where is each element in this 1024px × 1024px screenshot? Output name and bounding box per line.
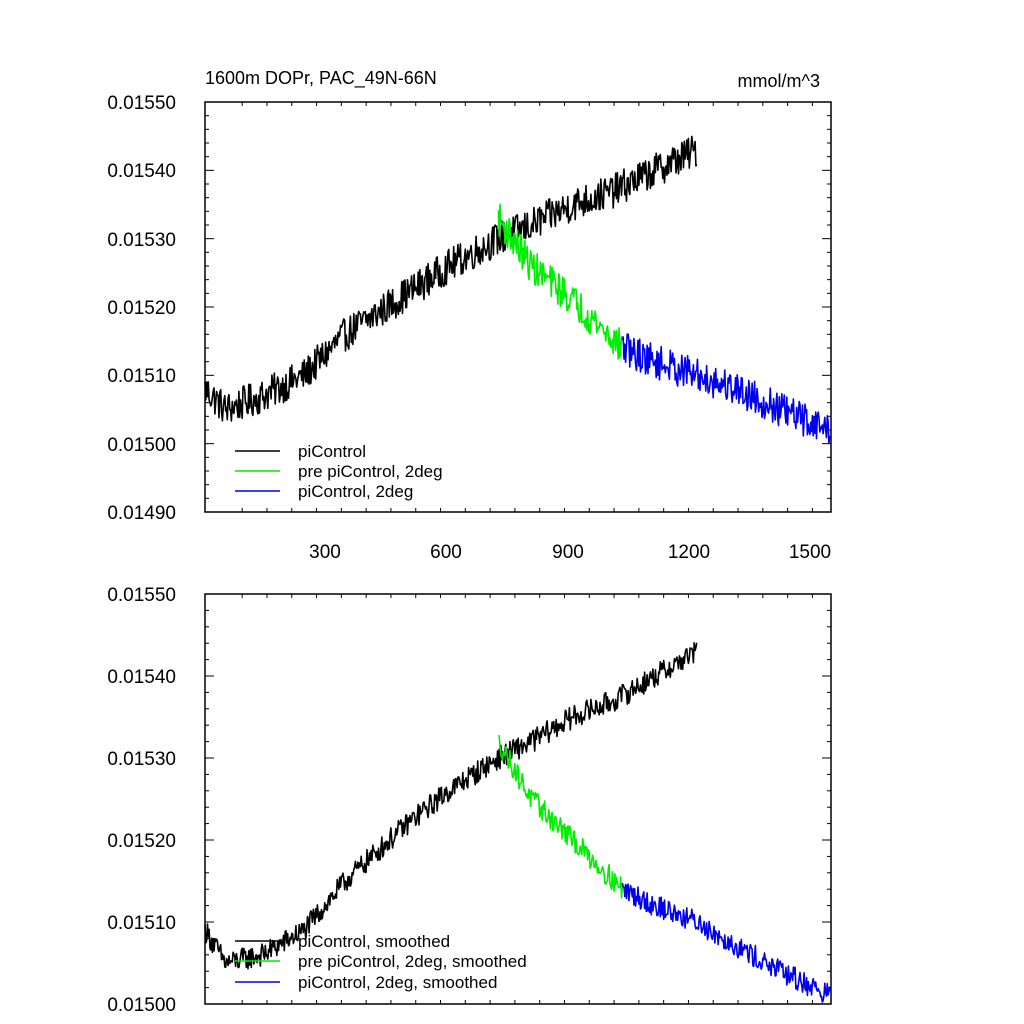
x-tick-label: 900 [552,542,584,563]
legend-label: piControl, 2deg, smoothed [298,973,497,992]
y-tick-label: 0.01500 [107,435,176,456]
y-tick-label: 0.01540 [107,161,176,182]
units-label: mmol/m^3 [738,71,820,91]
legend: piControl pre piControl, 2deg piControl,… [235,442,443,501]
legend-label: pre piControl, 2deg, smoothed [298,952,527,971]
y-tick-label: 0.01490 [107,503,176,524]
y-tick-label: 0.01550 [107,585,176,606]
y-tick-label: 0.01520 [107,298,176,319]
x-tick-label: 300 [309,542,341,563]
y-tick-label: 0.01500 [107,995,176,1016]
series-lines [204,135,831,445]
y-tick-label: 0.01530 [107,749,176,770]
tick-marks [205,593,831,1005]
y-tick-label: 0.01550 [107,93,176,114]
series-line-picontrol-smoothed [204,641,698,970]
series-line-picontrol [204,135,698,422]
legend-label: pre piControl, 2deg [298,462,443,481]
legend-label: piControl, 2deg [298,482,413,501]
series-line-pre-picontrol-2deg-smoothed [498,734,624,899]
series-line-picontrol-2deg [621,333,831,445]
legend-label: piControl [298,442,366,461]
legend-label: piControl, smoothed [298,932,450,951]
x-tick-labels: 300 600 900 1200 1500 [309,542,831,563]
y-tick-label: 0.01510 [107,913,176,934]
y-tick-label: 0.01520 [107,831,176,852]
legend: piControl, smoothed pre piControl, 2deg,… [235,932,527,992]
x-tick-label: 1200 [668,542,710,563]
y-tick-label: 0.01510 [107,366,176,387]
series-lines [204,641,832,1003]
series-line-picontrol-2deg-smoothed [621,882,832,1003]
x-tick-label: 1500 [789,542,831,563]
y-tick-labels: 0.01550 0.01540 0.01530 0.01520 0.01510 … [107,585,176,1016]
x-tick-label: 600 [430,542,462,563]
top-panel: 1600m DOPr, PAC_49N-66N mmol/m^3 0.01550… [107,68,832,563]
tick-marks [205,101,831,513]
bottom-panel: 0.01550 0.01540 0.01530 0.01520 0.01510 … [107,585,832,1016]
series-line-pre-picontrol-2deg [497,203,624,360]
chart-title: 1600m DOPr, PAC_49N-66N [205,68,437,89]
y-tick-label: 0.01530 [107,230,176,251]
y-tick-label: 0.01540 [107,667,176,688]
plot-frame [204,593,832,1005]
y-tick-labels: 0.01550 0.01540 0.01530 0.01520 0.01510 … [107,93,176,524]
